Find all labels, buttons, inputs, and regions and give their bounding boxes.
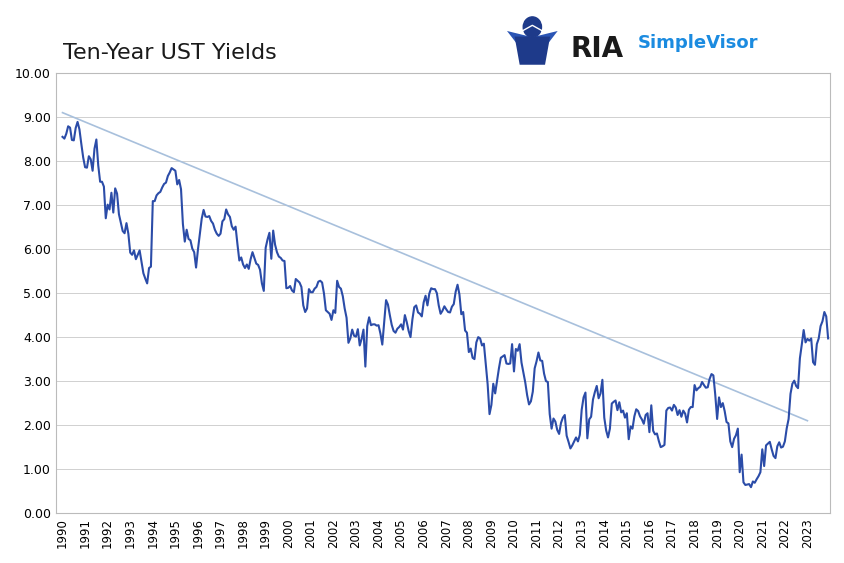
Polygon shape (534, 31, 557, 51)
Polygon shape (506, 31, 529, 51)
Text: Ten-Year UST Yields: Ten-Year UST Yields (63, 43, 277, 63)
Text: RIA: RIA (570, 35, 623, 63)
Text: SimpleVisor: SimpleVisor (637, 34, 758, 52)
Circle shape (522, 17, 541, 37)
Polygon shape (514, 37, 549, 65)
